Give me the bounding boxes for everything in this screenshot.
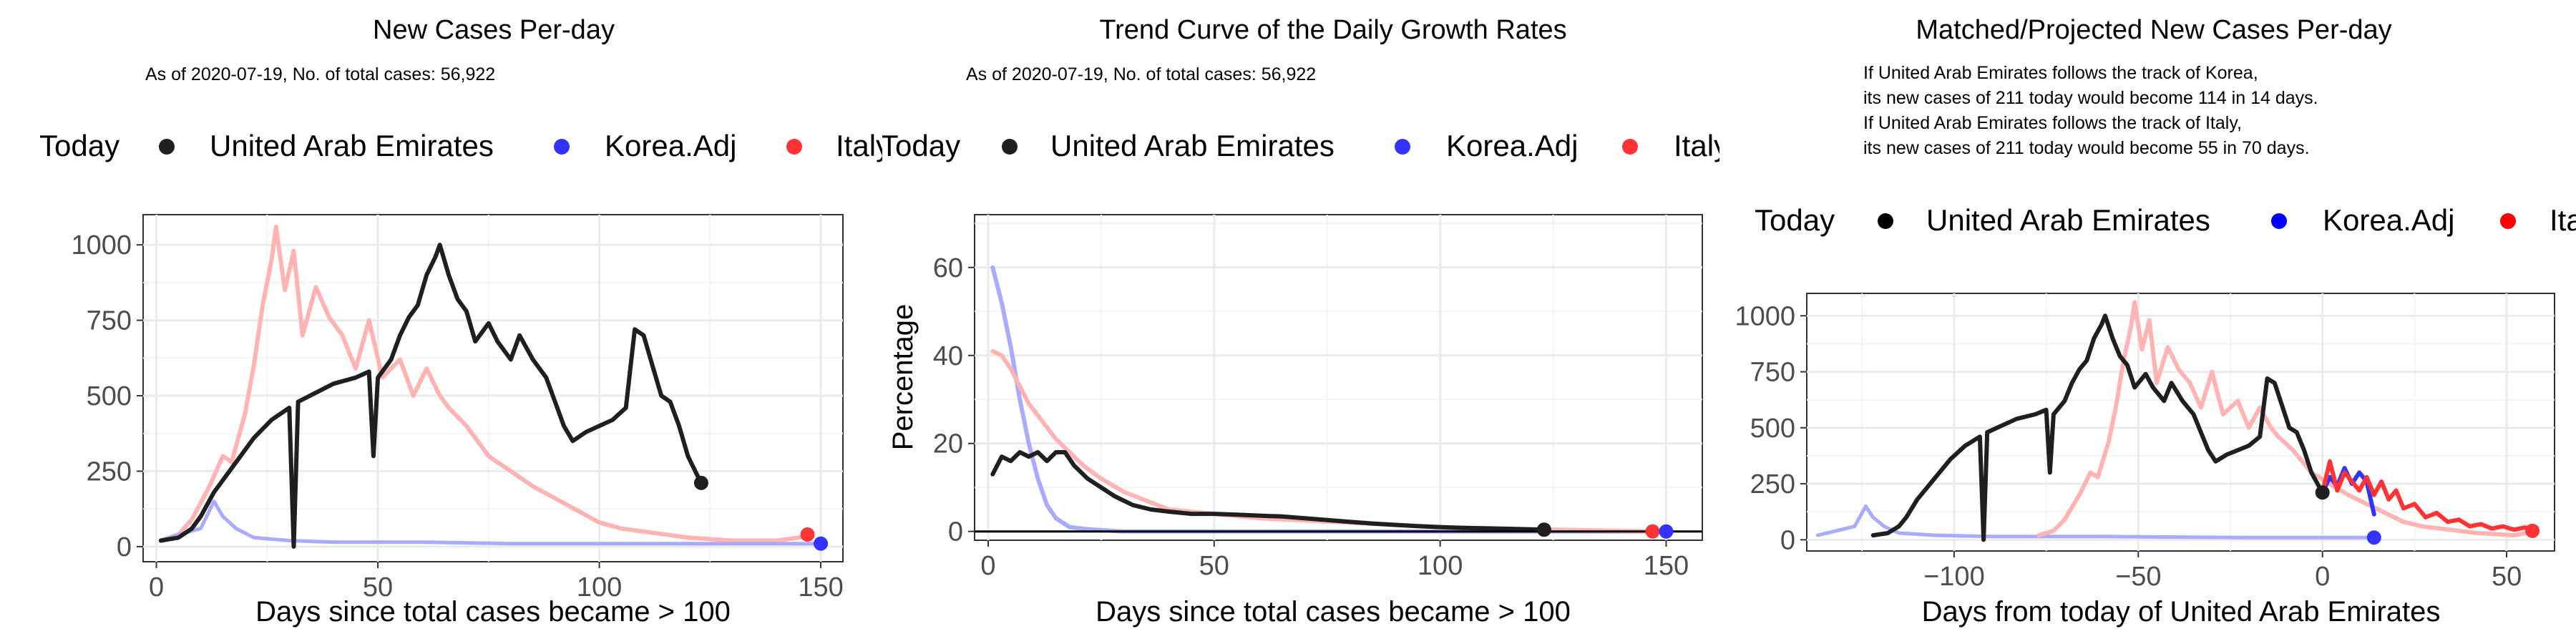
legend-label-uae: United Arab Emirates xyxy=(1926,203,2210,237)
series-line-italy xyxy=(2036,300,2535,538)
y-axis-title: Percentage xyxy=(887,304,919,451)
y-tick-label: 1000 xyxy=(1735,301,1795,331)
today-point-italy xyxy=(1645,524,1660,539)
series-line-korea-adj xyxy=(159,499,823,546)
series-line-united-arab-emirates xyxy=(1870,313,2325,542)
legend-label-italy: Italy xyxy=(1674,129,1729,162)
legend-key-korea xyxy=(554,139,570,155)
legend-key-italy xyxy=(1622,139,1638,155)
legend: Today United Arab Emirates Korea.Adj Ita… xyxy=(880,129,1729,162)
today-point-italy xyxy=(800,527,815,542)
x-tick-label: 0 xyxy=(980,551,995,581)
legend: Today United Arab Emirates Korea.Adj Ita… xyxy=(39,129,891,162)
x-tick-label: 0 xyxy=(2315,562,2330,592)
y-tick-label: 250 xyxy=(87,457,132,487)
legend-label-italy: Italy xyxy=(2550,203,2576,237)
x-axis-title: Days since total cases became > 100 xyxy=(1096,596,1571,628)
series-line-korea-adj xyxy=(1815,504,2376,540)
annotation-line: its new cases of 211 today would become … xyxy=(1863,138,2310,158)
legend-title: Today xyxy=(1755,203,1835,237)
legend-label-uae: United Arab Emirates xyxy=(1050,129,1335,162)
plot-area: 0 50 100 150 0 250 500 750 1000 xyxy=(71,215,844,602)
gridlines xyxy=(975,215,1702,540)
legend-label-uae: United Arab Emirates xyxy=(210,129,494,162)
today-point-italy xyxy=(2525,523,2540,538)
y-tick-label: 0 xyxy=(117,532,132,562)
legend-label-korea: Korea.Adj xyxy=(2323,203,2454,237)
legend-label-korea: Korea.Adj xyxy=(605,129,736,162)
legend-title: Today xyxy=(880,129,960,162)
legend-key-uae xyxy=(1878,213,1893,229)
x-tick-label: 0 xyxy=(149,572,164,602)
today-point-korea-adj xyxy=(814,536,829,551)
annotation-line: its new cases of 211 today would become … xyxy=(1863,88,2318,108)
y-tick-label: 60 xyxy=(933,253,963,283)
y-tick-label: 500 xyxy=(1750,414,1795,444)
chart-title: Matched/Projected New Cases Per-day xyxy=(1916,15,2391,45)
legend-label-italy: Italy xyxy=(836,129,891,162)
annotation-line: If United Arab Emirates follows the trac… xyxy=(1863,113,2242,133)
legend-key-korea xyxy=(2271,213,2287,229)
chart-subtitle: As of 2020-07-19, No. of total cases: 56… xyxy=(966,64,1316,84)
y-tick-label: 750 xyxy=(87,306,132,336)
panel-growth-rates: Trend Curve of the Daily Growth Rates As… xyxy=(880,15,1729,628)
y-tick-label: 40 xyxy=(933,341,963,371)
legend: Today United Arab Emirates Korea.Adj Ita… xyxy=(1755,203,2576,237)
gridlines xyxy=(143,215,843,562)
legend-key-italy xyxy=(786,139,802,155)
plot-area: 0 50 100 150 0 20 40 60 xyxy=(933,215,1702,581)
panel-projected: Matched/Projected New Cases Per-day If U… xyxy=(1735,15,2576,628)
x-tick-label: 100 xyxy=(577,572,622,602)
legend-key-italy xyxy=(2500,213,2516,229)
series-line-united-arab-emirates xyxy=(990,450,1546,532)
x-tick-label: 50 xyxy=(363,572,393,602)
y-tick-label: 500 xyxy=(87,381,132,411)
x-tick-label: −100 xyxy=(1923,562,1985,592)
plot-panel xyxy=(1806,293,2555,552)
x-axis-title: Days since total cases became > 100 xyxy=(255,596,731,628)
today-point-united-arab-emirates xyxy=(693,475,708,490)
plot-panel xyxy=(142,214,844,562)
annotation-line: If United Arab Emirates follows the trac… xyxy=(1863,63,2258,83)
legend-title: Today xyxy=(39,129,119,162)
x-tick-label: 150 xyxy=(798,572,843,602)
y-tick-label: 0 xyxy=(948,517,963,547)
y-tick-label: 750 xyxy=(1750,358,1795,388)
today-point-korea-adj xyxy=(1659,524,1674,539)
series-line-italy-projected xyxy=(2320,459,2535,533)
x-tick-label: 50 xyxy=(1199,551,1229,581)
y-tick-label: 1000 xyxy=(71,230,132,260)
legend-key-uae xyxy=(1002,139,1018,155)
legend-key-korea xyxy=(1395,139,1410,155)
series-line-italy xyxy=(158,224,814,543)
legend-key-uae xyxy=(159,139,175,155)
y-tick-label: 250 xyxy=(1750,469,1795,499)
y-tick-label: 20 xyxy=(933,429,963,459)
legend-label-korea: Korea.Adj xyxy=(1446,129,1578,162)
plot-panel xyxy=(974,214,1703,541)
panel-new-cases: New Cases Per-day As of 2020-07-19, No. … xyxy=(39,15,891,628)
today-point-united-arab-emirates xyxy=(2315,485,2330,500)
today-point-united-arab-emirates xyxy=(1536,522,1551,537)
x-tick-label: 100 xyxy=(1418,551,1463,581)
x-tick-label: −50 xyxy=(2115,562,2161,592)
x-tick-label: 150 xyxy=(1644,551,1689,581)
series-line-united-arab-emirates xyxy=(158,243,703,549)
chart-title: New Cases Per-day xyxy=(373,15,615,45)
x-axis-title: Days from today of United Arab Emirates xyxy=(1922,596,2441,628)
chart-title: Trend Curve of the Daily Growth Rates xyxy=(1099,15,1566,45)
today-point-korea-adj xyxy=(2366,530,2381,545)
chart-subtitle: As of 2020-07-19, No. of total cases: 56… xyxy=(145,64,495,84)
x-tick-label: 50 xyxy=(2492,562,2522,592)
y-tick-label: 0 xyxy=(1780,525,1795,555)
